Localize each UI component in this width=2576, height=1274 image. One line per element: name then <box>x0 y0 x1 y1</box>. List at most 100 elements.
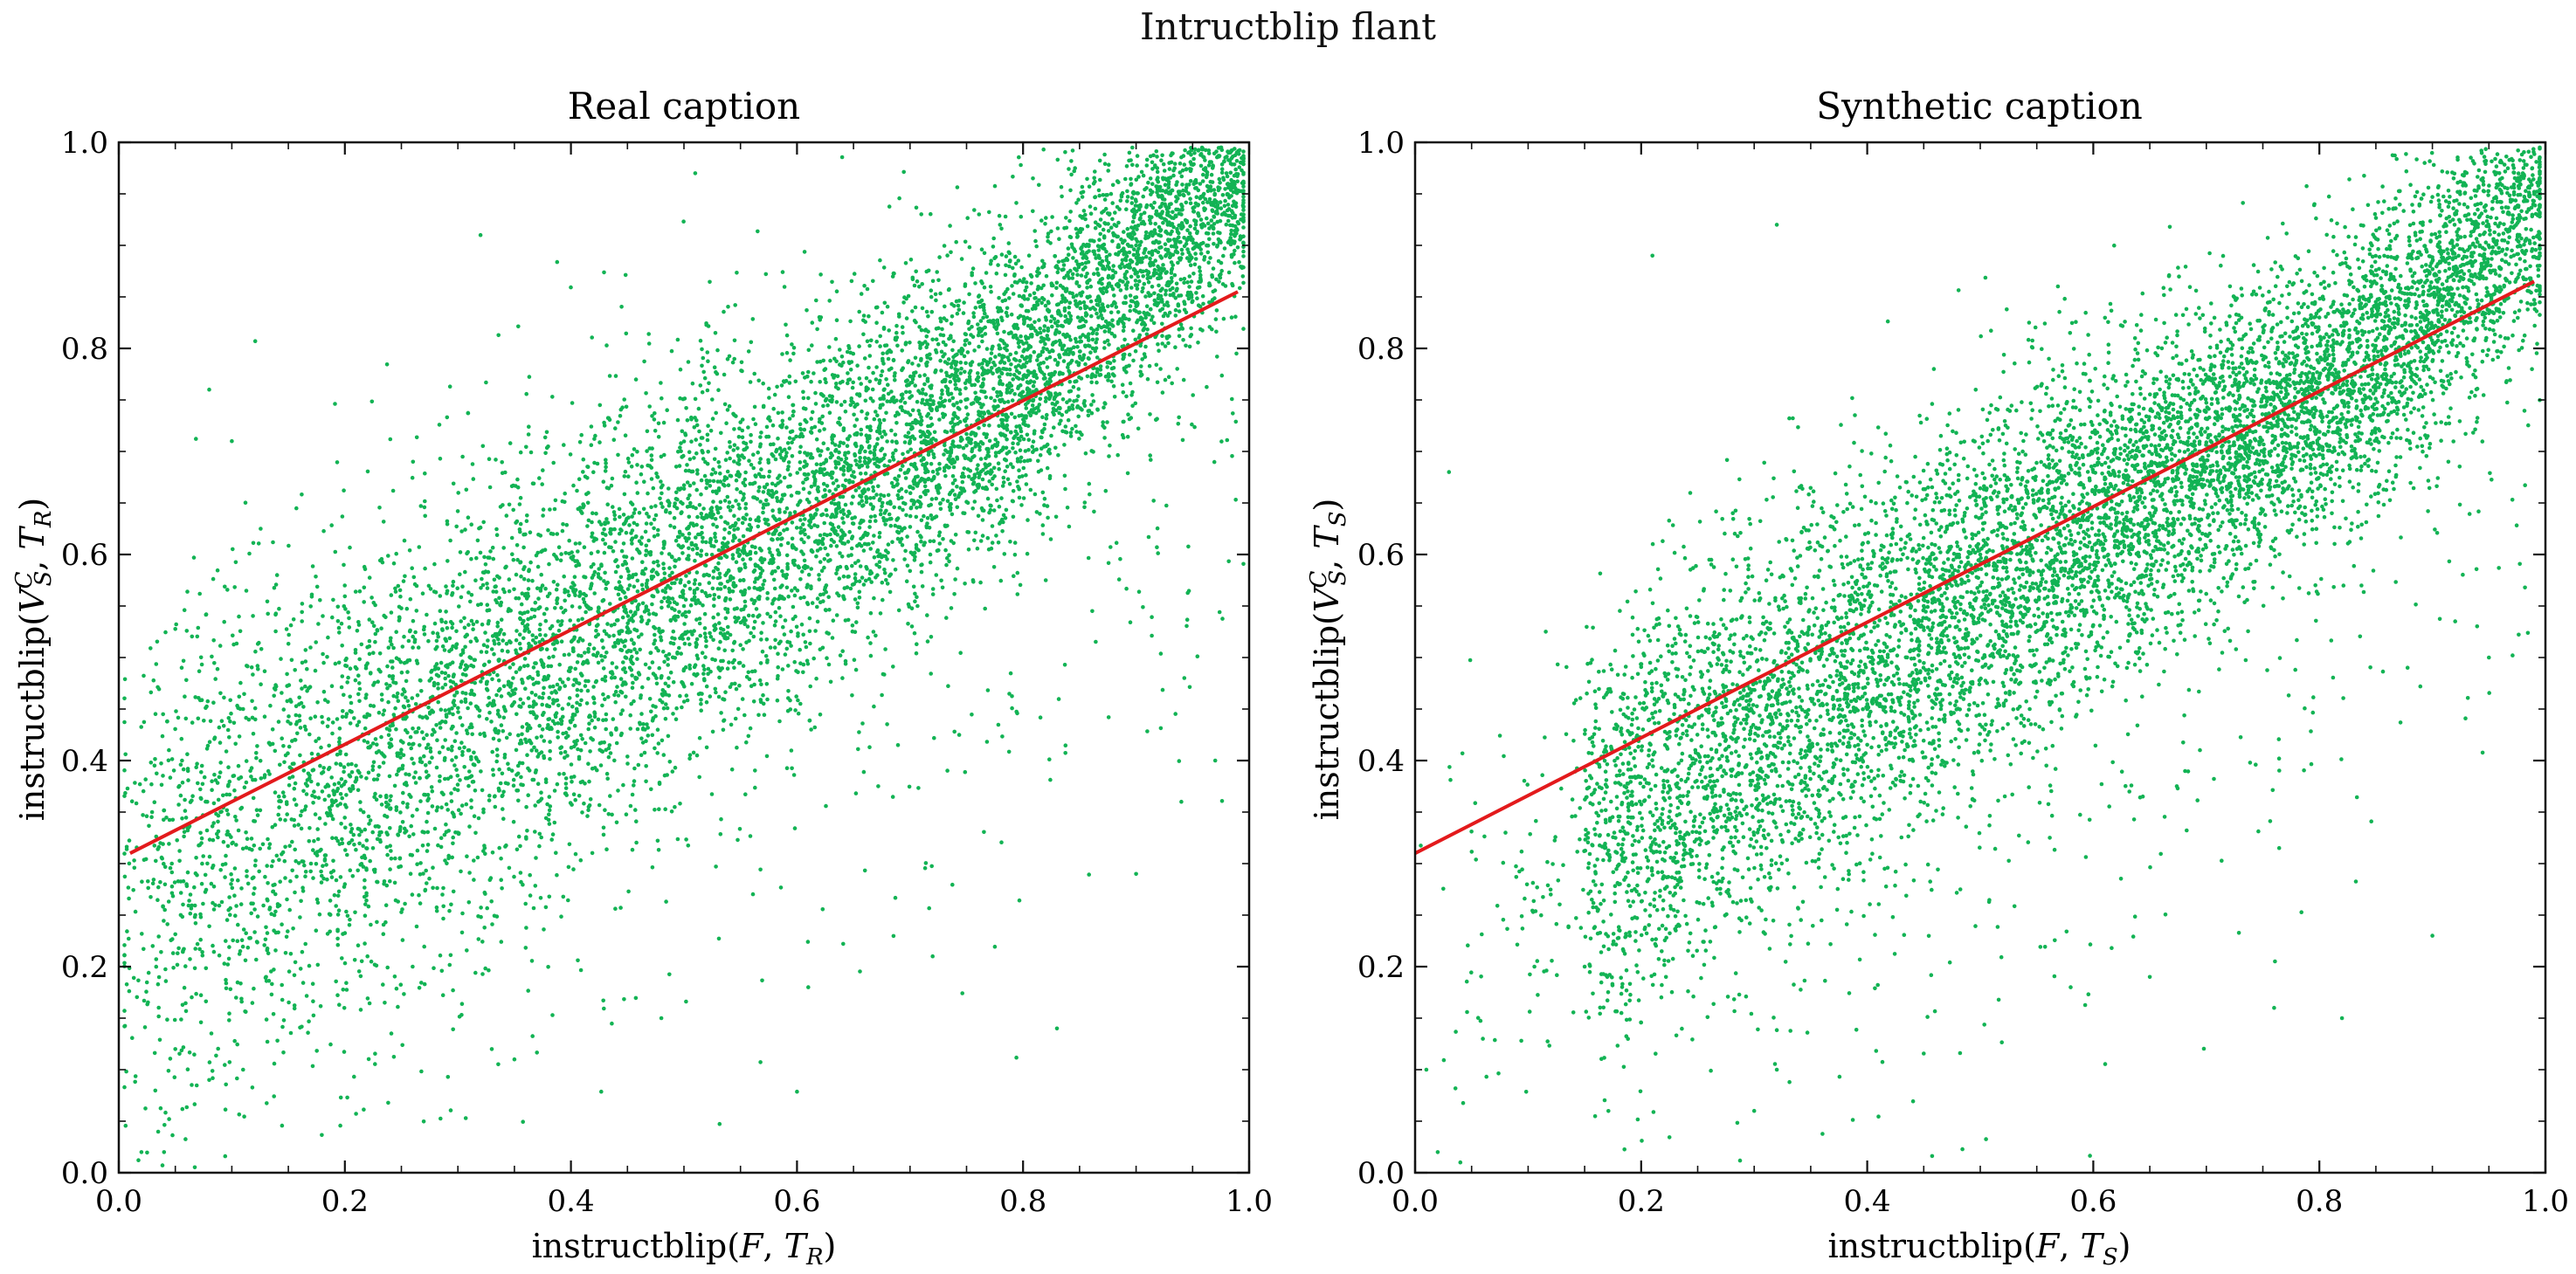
scatter-point <box>957 407 962 411</box>
scatter-point <box>514 572 519 577</box>
scatter-point <box>335 893 341 898</box>
scatter-point <box>445 591 449 596</box>
scatter-point <box>579 432 584 437</box>
scatter-point <box>131 888 135 892</box>
scatter-point <box>161 712 165 717</box>
scatter-point <box>353 589 358 594</box>
scatter-point <box>1092 509 1096 514</box>
scatter-point <box>501 684 507 689</box>
scatter-point <box>976 327 981 332</box>
scatter-point <box>1194 195 1199 199</box>
scatter-point <box>894 478 900 482</box>
scatter-point <box>829 543 833 548</box>
scatter-point <box>776 410 781 416</box>
scatter-point <box>462 765 466 769</box>
scatter-point <box>1029 281 1033 286</box>
scatter-point <box>689 681 694 686</box>
scatter-point <box>389 794 393 799</box>
scatter-point <box>702 631 708 636</box>
scatter-point <box>659 637 664 643</box>
scatter-point <box>718 499 723 505</box>
scatter-point <box>227 895 231 899</box>
scatter-point <box>521 701 526 706</box>
scatter-point <box>185 589 190 594</box>
scatter-point <box>986 319 991 324</box>
scatter-point <box>359 642 364 647</box>
scatter-point <box>168 1057 173 1061</box>
scatter-point <box>1038 512 1042 516</box>
scatter-point <box>419 689 424 693</box>
scatter-point <box>746 733 751 739</box>
scatter-point <box>540 727 545 732</box>
scatter-point <box>749 439 753 444</box>
scatter-point <box>612 675 618 680</box>
scatter-point <box>541 468 545 472</box>
scatter-point <box>630 673 634 678</box>
scatter-point <box>388 724 393 728</box>
scatter-point <box>259 647 264 651</box>
scatter-point <box>999 840 1004 844</box>
scatter-point <box>534 661 538 665</box>
scatter-point <box>1240 274 1246 279</box>
scatter-point <box>438 953 443 958</box>
scatter-point <box>216 835 220 840</box>
scatter-point <box>417 986 422 990</box>
scatter-point <box>859 427 864 432</box>
scatter-point <box>447 908 452 913</box>
scatter-point <box>423 887 428 892</box>
scatter-point <box>462 616 466 621</box>
scatter-point <box>373 737 378 741</box>
scatter-point <box>209 1031 214 1036</box>
scatter-point <box>886 382 890 388</box>
scatter-point <box>1182 307 1187 313</box>
scatter-point <box>438 779 442 783</box>
scatter-point <box>1230 454 1234 458</box>
scatter-point <box>888 523 894 528</box>
scatter-point <box>718 630 723 636</box>
scatter-point <box>622 997 626 1002</box>
scatter-point <box>900 325 905 329</box>
scatter-point <box>950 314 955 319</box>
scatter-point <box>449 799 454 803</box>
scatter-point <box>287 683 292 687</box>
scatter-point <box>823 546 827 551</box>
scatter-point <box>729 722 734 727</box>
scatter-point <box>1088 238 1093 243</box>
scatter-point <box>450 591 455 596</box>
scatter-point <box>367 644 372 649</box>
scatter-point <box>389 857 394 861</box>
scatter-point <box>687 666 693 671</box>
scatter-point <box>195 761 199 766</box>
scatter-point <box>456 706 460 711</box>
scatter-point <box>992 944 998 949</box>
scatter-point <box>892 505 896 510</box>
scatter-point <box>176 802 181 807</box>
scatter-point <box>868 653 874 658</box>
scatter-point <box>1180 182 1184 187</box>
scatter-point <box>715 348 720 353</box>
scatter-point <box>780 352 784 356</box>
scatter-point <box>1177 334 1182 339</box>
scatter-point <box>630 600 634 605</box>
scatter-point <box>787 436 792 440</box>
scatter-point <box>460 648 466 652</box>
scatter-point <box>530 1034 535 1038</box>
scatter-point <box>1002 292 1006 297</box>
scatter-point <box>1067 389 1072 394</box>
scatter-point <box>672 525 677 530</box>
scatter-point <box>901 451 905 457</box>
scatter-point <box>801 389 805 395</box>
scatter-point <box>1198 304 1203 309</box>
scatter-point <box>229 711 233 716</box>
scatter-point <box>889 428 894 433</box>
scatter-point <box>211 864 216 868</box>
scatter-point <box>356 868 361 873</box>
scatter-point <box>277 857 281 862</box>
scatter-point <box>814 437 819 442</box>
scatter-point <box>535 564 541 569</box>
scatter-point <box>1041 147 1046 152</box>
scatter-point <box>807 491 811 495</box>
scatter-point <box>791 616 796 622</box>
scatter-point <box>491 773 496 777</box>
scatter-point <box>451 835 455 840</box>
